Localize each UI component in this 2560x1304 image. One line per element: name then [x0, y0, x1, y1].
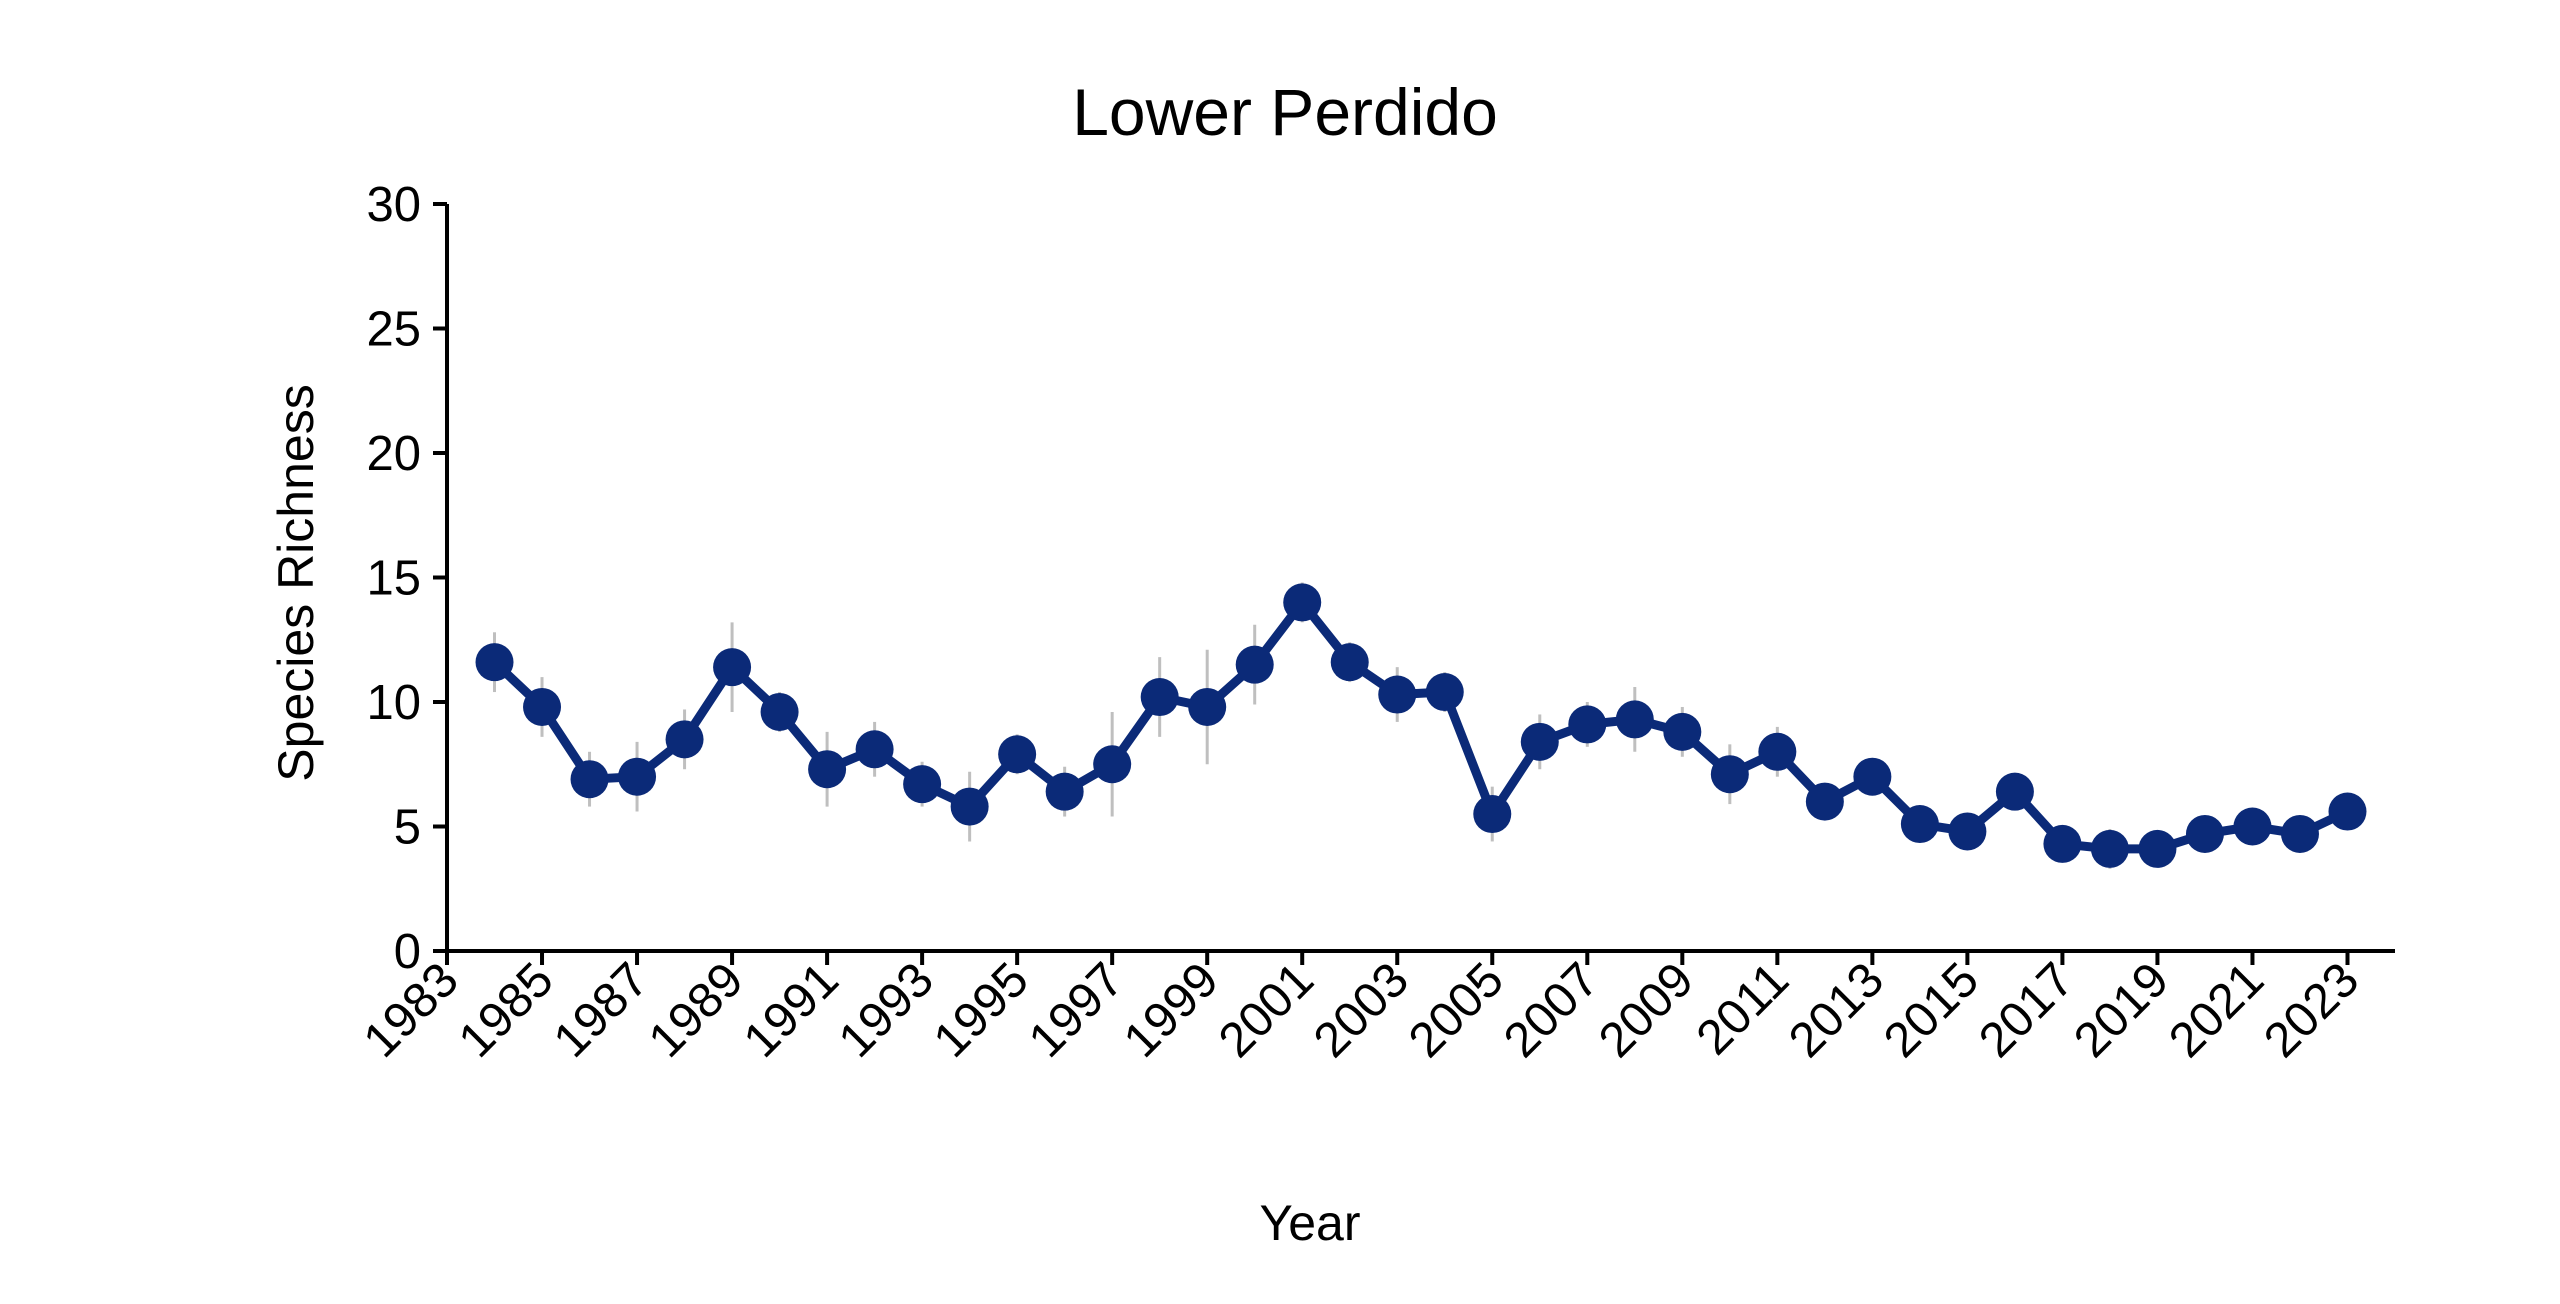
data-point — [2185, 814, 2224, 853]
data-point — [760, 692, 799, 731]
x-tick-label: 2009 — [1589, 953, 1704, 1068]
x-tick-label: 2005 — [1399, 953, 1514, 1068]
data-point — [665, 720, 704, 759]
data-point — [855, 730, 894, 769]
data-points — [475, 583, 2367, 868]
x-tick-label: 1993 — [829, 953, 944, 1068]
data-point — [1235, 645, 1274, 684]
data-point — [998, 735, 1037, 774]
data-point — [2328, 792, 2367, 831]
axes — [433, 202, 2395, 965]
data-point — [903, 765, 942, 804]
x-tick-label: 1999 — [1114, 953, 1229, 1068]
x-tick-label: 1987 — [544, 953, 659, 1068]
y-axis-title: Species Richness — [268, 384, 324, 781]
data-point — [1473, 795, 1512, 834]
data-point — [1140, 678, 1179, 717]
x-tick-label: 1989 — [639, 953, 754, 1068]
y-tick-label: 15 — [366, 552, 421, 606]
y-tick-label: 25 — [366, 303, 421, 357]
data-point — [523, 687, 562, 726]
chart-title: Lower Perdido — [1072, 75, 1498, 149]
y-tick-label: 0 — [394, 925, 421, 979]
data-point — [1805, 782, 1844, 821]
data-point — [2280, 814, 2319, 853]
data-point — [1093, 745, 1132, 784]
x-tick-label: 1985 — [449, 953, 564, 1068]
data-point — [950, 787, 989, 826]
data-point — [2043, 824, 2082, 863]
data-point — [1853, 757, 1892, 796]
data-point — [713, 648, 752, 687]
y-tick-label: 5 — [394, 801, 421, 855]
data-point — [1520, 722, 1559, 761]
data-point — [808, 750, 847, 789]
data-point — [1995, 772, 2034, 811]
x-tick-label: 2007 — [1494, 953, 1609, 1068]
x-tick-label: 2013 — [1779, 953, 1894, 1068]
tick-labels: 0510152025301983198519871989199119931995… — [354, 178, 2370, 1068]
x-tick-label: 1997 — [1019, 953, 1134, 1068]
series-line — [491, 597, 2350, 854]
data-point — [1615, 700, 1654, 739]
data-point — [618, 757, 657, 796]
y-tick-label: 10 — [366, 676, 421, 730]
x-tick-label: 2015 — [1874, 953, 1989, 1068]
y-tick-label: 20 — [366, 427, 421, 481]
x-tick-label: 2011 — [1686, 953, 1799, 1066]
x-tick-label: 1995 — [924, 953, 1039, 1068]
data-point — [1710, 755, 1749, 794]
data-point — [475, 643, 514, 682]
data-point — [1330, 643, 1369, 682]
series-line-layer — [491, 597, 2350, 854]
x-tick-label: 2021 — [2159, 953, 2274, 1068]
data-point — [1425, 673, 1464, 712]
data-point — [2090, 829, 2129, 868]
data-point — [1283, 583, 1322, 622]
x-tick-label: 2023 — [2254, 953, 2369, 1068]
x-tick-label: 2017 — [1969, 953, 2084, 1068]
x-axis-title: Year — [1259, 1195, 1360, 1251]
x-tick-label: 1991 — [734, 953, 849, 1068]
data-point — [2233, 807, 2272, 846]
data-point — [1045, 772, 1084, 811]
data-point — [1568, 705, 1607, 744]
data-point — [1378, 675, 1417, 714]
data-point — [1663, 712, 1702, 751]
data-point — [1758, 732, 1797, 771]
data-point — [1188, 687, 1227, 726]
data-point — [1948, 812, 1987, 851]
x-tick-label: 2019 — [2064, 953, 2179, 1068]
data-point — [1900, 805, 1939, 844]
x-tick-label: 2003 — [1304, 953, 1419, 1068]
y-tick-label: 30 — [366, 178, 421, 232]
data-point — [570, 760, 609, 799]
data-point — [2138, 829, 2177, 868]
x-tick-label: 2001 — [1209, 953, 1324, 1068]
